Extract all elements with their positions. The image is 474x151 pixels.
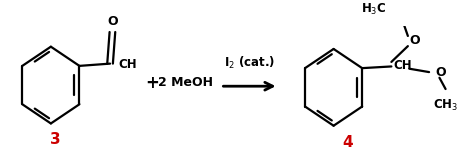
Text: CH: CH xyxy=(118,58,137,71)
Text: I$_2$ (cat.): I$_2$ (cat.) xyxy=(224,55,275,71)
Text: 3: 3 xyxy=(50,132,61,148)
Text: CH: CH xyxy=(393,59,412,72)
Text: O: O xyxy=(107,14,118,27)
Text: H$_3$C: H$_3$C xyxy=(361,2,387,17)
Text: O: O xyxy=(409,34,420,47)
Text: 4: 4 xyxy=(342,135,353,150)
Text: +: + xyxy=(145,74,159,92)
Text: 2 MeOH: 2 MeOH xyxy=(158,76,213,89)
Text: O: O xyxy=(436,66,447,79)
Text: CH$_3$: CH$_3$ xyxy=(433,98,458,113)
